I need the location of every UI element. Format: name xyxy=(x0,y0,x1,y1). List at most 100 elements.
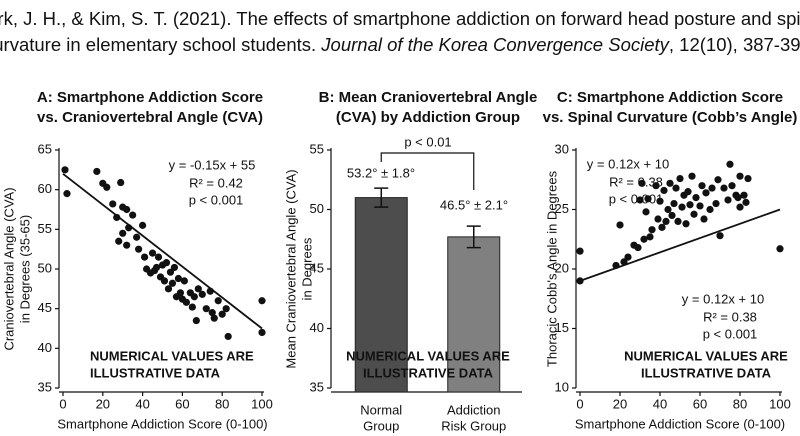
point xyxy=(740,191,748,199)
point xyxy=(190,293,198,301)
point xyxy=(688,172,696,180)
citation-journal: Journal of the Korea Convergence Society xyxy=(320,34,670,55)
point xyxy=(666,179,674,187)
point xyxy=(684,188,692,196)
annotation: y = -0.15x + 55 xyxy=(169,157,256,172)
point xyxy=(624,253,632,261)
point xyxy=(176,289,185,297)
y-tick-label: 40 xyxy=(38,340,52,355)
x-tick-label: 100 xyxy=(769,396,791,411)
x-tick-label: Group xyxy=(363,418,399,433)
point xyxy=(180,277,188,285)
y-tick-label: 30 xyxy=(555,141,569,156)
point xyxy=(720,184,728,192)
point xyxy=(222,305,230,313)
bar xyxy=(354,197,408,393)
x-axis-label: Smartphone Addiction Score (0-100) xyxy=(575,416,785,431)
point xyxy=(660,186,668,195)
point xyxy=(140,253,149,261)
chart-title: vs. Craniovertebral Angle (CVA) xyxy=(37,109,263,126)
point xyxy=(129,211,137,219)
error-bar xyxy=(466,225,481,249)
point xyxy=(642,208,650,216)
point xyxy=(654,215,662,223)
point xyxy=(646,233,654,241)
chart-title: B: Mean Craniovertebral Angle xyxy=(319,89,538,106)
point xyxy=(698,182,706,190)
point xyxy=(736,203,744,211)
point xyxy=(93,167,101,176)
point xyxy=(648,226,656,234)
y-tick-label: 50 xyxy=(310,201,324,216)
y-tick-label: 15 xyxy=(555,320,569,335)
citation-text: , 12(10), 387-395. xyxy=(669,34,800,55)
y-tick-label: 40 xyxy=(310,320,324,335)
point xyxy=(194,285,202,293)
point xyxy=(224,332,232,341)
point xyxy=(640,235,648,243)
point xyxy=(218,310,226,318)
point xyxy=(168,279,177,287)
annotation: y = 0.12x + 10 xyxy=(682,291,764,306)
point xyxy=(716,232,724,240)
x-tick-label: Risk Group xyxy=(441,418,506,433)
point xyxy=(674,217,682,225)
point xyxy=(736,172,744,180)
y-tick-label: 35 xyxy=(310,379,324,394)
chart-title: A: Smartphone Addiction Score xyxy=(37,89,263,106)
point xyxy=(133,233,141,241)
x-tick-label: 60 xyxy=(175,396,189,411)
watermark: NUMERICAL VALUES ARE xyxy=(90,348,254,363)
point xyxy=(670,199,678,208)
annotation: p < 0.01 xyxy=(404,134,451,149)
point xyxy=(724,196,732,204)
point xyxy=(160,277,169,285)
point xyxy=(123,205,131,214)
point xyxy=(61,166,69,174)
point xyxy=(188,303,196,311)
y-tick-label: 35 xyxy=(38,379,52,394)
point xyxy=(198,290,206,298)
point xyxy=(113,213,121,222)
point xyxy=(636,196,644,204)
y-axis-label: Mean Craniovertebral Angle (CVA) xyxy=(283,169,298,368)
annotation: 53.2° ± 1.8° xyxy=(347,165,415,180)
point xyxy=(214,297,222,305)
x-tick-label: 20 xyxy=(613,396,627,411)
y-axis-label: Thoracic Cobb's Angle in Degrees xyxy=(544,170,559,367)
point xyxy=(712,199,720,208)
point xyxy=(744,174,752,183)
point xyxy=(174,274,183,283)
point xyxy=(678,203,686,211)
point xyxy=(714,176,722,184)
point xyxy=(258,297,266,305)
point xyxy=(706,205,714,214)
point xyxy=(117,178,125,187)
citation-text: curvature in elementary school students. xyxy=(0,34,321,55)
y-tick-label: 45 xyxy=(310,260,324,275)
point xyxy=(210,314,218,322)
annotation: p < 0.001 xyxy=(189,192,244,207)
point xyxy=(616,221,624,229)
point xyxy=(776,245,784,253)
annotation: 46.5° ± 2.1° xyxy=(440,197,508,212)
watermark: NUMERICAL VALUES ARE xyxy=(624,348,788,363)
annotation: p < 0.001 xyxy=(703,326,758,341)
x-tick-label: 80 xyxy=(215,396,229,411)
y-axis-label: Craniovertebral Angle (CVA) xyxy=(1,187,16,350)
point xyxy=(202,305,210,313)
x-tick-label: 40 xyxy=(653,396,667,411)
significance-bracket xyxy=(380,152,475,190)
point xyxy=(726,160,734,168)
chart-title: (CVA) by Addiction Group xyxy=(336,109,520,126)
y-tick-label: 25 xyxy=(555,201,569,216)
bar xyxy=(447,236,501,393)
point xyxy=(742,198,750,206)
point xyxy=(728,182,736,190)
point xyxy=(103,183,111,191)
y-tick-label: 65 xyxy=(38,141,52,156)
point xyxy=(658,223,666,231)
fit-line xyxy=(62,173,263,330)
error-bar xyxy=(374,187,389,208)
y-tick-label: 45 xyxy=(38,300,52,315)
